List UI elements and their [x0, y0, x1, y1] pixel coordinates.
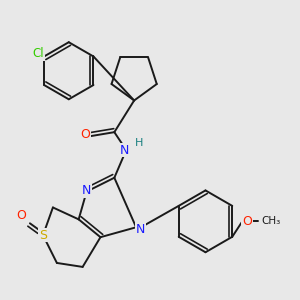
Text: O: O [242, 215, 252, 228]
Text: S: S [39, 229, 47, 242]
Text: Cl: Cl [32, 47, 44, 60]
Text: N: N [135, 223, 145, 236]
Text: N: N [82, 184, 91, 197]
Text: O: O [80, 128, 90, 141]
Text: CH₃: CH₃ [261, 216, 280, 226]
Text: N: N [120, 143, 129, 157]
Text: O: O [17, 209, 26, 222]
Text: H: H [135, 138, 143, 148]
